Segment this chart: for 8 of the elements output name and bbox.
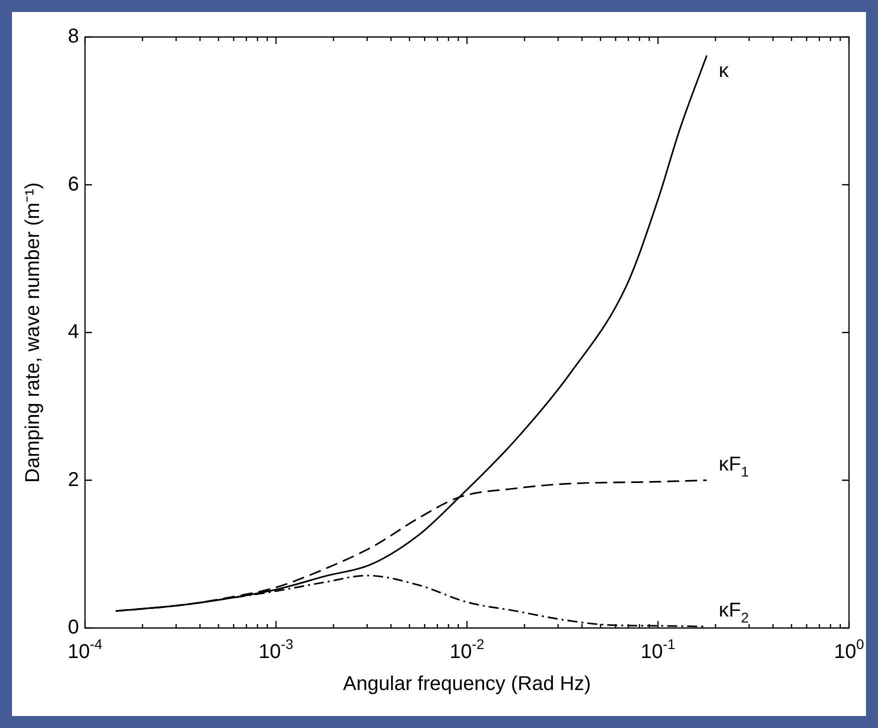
y-axis-title: Damping rate, wave number (m⁻¹) xyxy=(22,182,44,483)
y-tick-label: 8 xyxy=(68,26,79,48)
legend-label: κ xyxy=(718,60,730,82)
x-axis-title: Angular frequency (Rad Hz) xyxy=(343,673,591,695)
y-tick-label: 6 xyxy=(68,173,79,196)
y-tick-label: 2 xyxy=(68,468,79,491)
y-tick-label: 0 xyxy=(68,616,79,639)
y-tick-label: 4 xyxy=(68,321,79,344)
